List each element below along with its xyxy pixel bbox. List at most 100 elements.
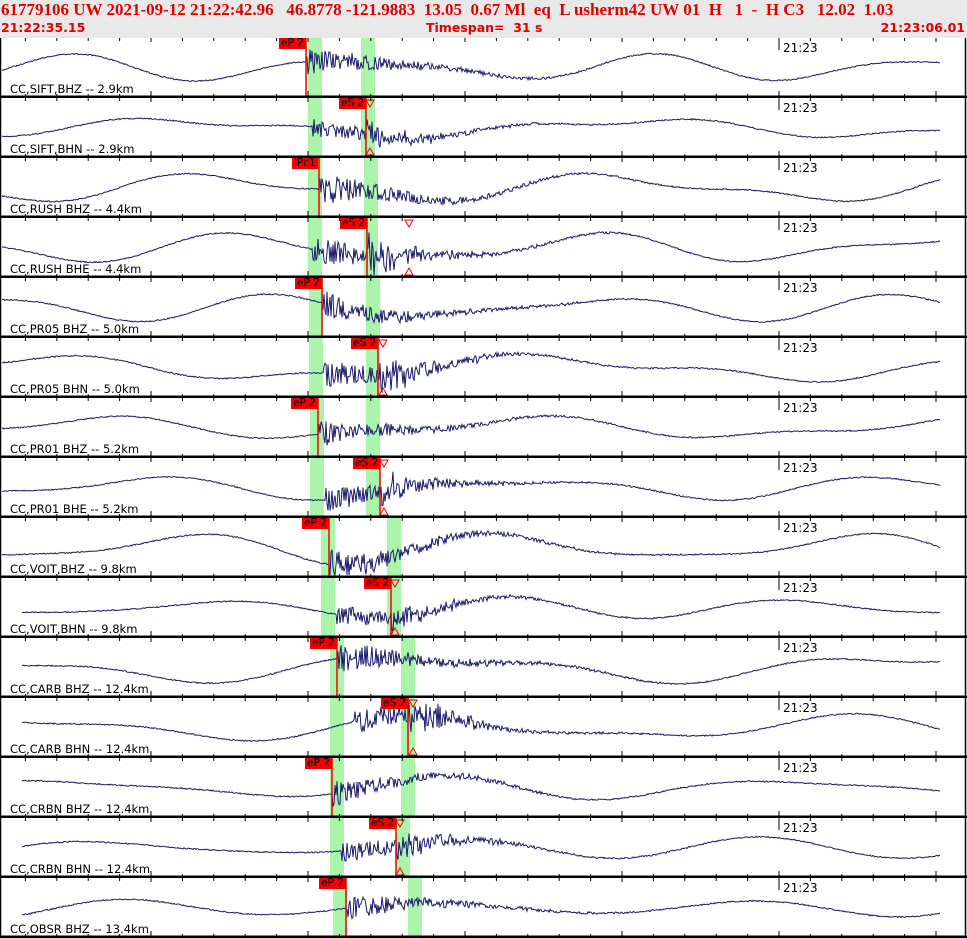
minute-time-label: 21:23: [783, 341, 818, 355]
waveform-canvas: [0, 38, 967, 98]
minute-time-label: 21:23: [783, 41, 818, 55]
minute-time-label: 21:23: [783, 701, 818, 715]
minute-time-label: 21:23: [783, 101, 818, 115]
end-time: 21:23:06.01: [880, 20, 965, 35]
waveform-trace: [1, 350, 941, 393]
minute-time-label: 21:23: [783, 581, 818, 595]
waveform-trace: [1, 291, 940, 325]
pick-window: [366, 278, 380, 338]
trace-panel[interactable]: eS 2 21:23 CC,SIFT,BHN -- 2.9km: [0, 98, 967, 158]
channel-label: CC,SIFT,BHZ -- 2.9km: [10, 82, 134, 96]
pick-label[interactable]: eS 2: [340, 217, 368, 229]
pick-window: [401, 638, 415, 698]
pick-label[interactable]: eS 2: [339, 97, 367, 109]
trace-panel[interactable]: eS 2 21:23 CC,RUSH BHE -- 4.4km: [0, 218, 967, 278]
waveform-trace: [1, 414, 941, 446]
channel-label: CC,VOIT,BHZ -- 9.8km: [10, 562, 137, 576]
trace-panel[interactable]: eP 2 21:23 CC,OBSR BHZ -- 13.4km: [0, 878, 967, 938]
channel-label: CC,VOIT,BHN -- 9.8km: [10, 622, 138, 636]
pick-window: [321, 578, 335, 638]
pick-marker-up-icon: [378, 386, 388, 396]
pick-marker-up-icon: [408, 746, 418, 756]
waveform-trace: [21, 833, 941, 862]
pick-window: [366, 338, 380, 398]
channel-label: CC,PR01 BHZ -- 5.2km: [10, 442, 140, 456]
pick-label[interactable]: eP 2: [295, 277, 322, 289]
pick-label[interactable]: eS 2: [353, 457, 381, 469]
minute-time-label: 21:23: [783, 521, 818, 535]
pick-label[interactable]: iPc1: [292, 157, 318, 169]
pick-label[interactable]: eP 2: [310, 637, 337, 649]
trace-panel[interactable]: eP 2 21:23 CC,SIFT,BHZ -- 2.9km: [0, 38, 967, 98]
pick-window: [408, 878, 422, 938]
channel-label: CC,PR05 BHN -- 5.0km: [10, 382, 140, 396]
pick-label[interactable]: eS 2: [364, 577, 392, 589]
waveform-canvas: [0, 818, 967, 878]
pick-marker-up-icon: [404, 266, 414, 276]
pick-marker-down-icon: [365, 99, 375, 109]
trace-panel[interactable]: iPc1 21:23 CC,RUSH BHZ -- 4.4km: [0, 158, 967, 218]
minute-time-label: 21:23: [783, 281, 818, 295]
trace-panel[interactable]: eS 2 21:23 CC,VOIT,BHN -- 9.8km: [0, 578, 967, 638]
waveform-canvas: [0, 158, 967, 218]
pick-marker-down-icon: [408, 699, 418, 709]
waveform-canvas: [0, 398, 967, 458]
pick-marker-up-icon: [379, 506, 389, 516]
trace-panel[interactable]: eS 2 21:23 CC,PR05 BHN -- 5.0km: [0, 338, 967, 398]
waveform-canvas: [0, 578, 967, 638]
trace-panel[interactable]: eP 2 21:23 CC,PR01 BHZ -- 5.2km: [0, 398, 967, 458]
pick-window: [310, 458, 324, 518]
waveform-trace: [21, 645, 941, 686]
minute-time-label: 21:23: [783, 401, 818, 415]
channel-label: CC,CRBN BHZ -- 12.4km: [10, 802, 150, 816]
pick-label[interactable]: eS 2: [351, 337, 379, 349]
waveform-canvas: [0, 698, 967, 758]
pick-window: [330, 818, 344, 878]
waveform-trace: [1, 230, 941, 276]
channel-label: CC,RUSH BHE -- 4.4km: [10, 262, 142, 276]
pick-label[interactable]: eP 2: [319, 877, 346, 889]
pick-label[interactable]: eS 2: [369, 817, 397, 829]
pick-marker-down-icon: [404, 219, 414, 229]
waveform-trace: [21, 895, 941, 920]
pick-marker-down-icon: [379, 459, 389, 469]
timespan-label: Timespan= 31 s: [426, 20, 543, 35]
event-summary-line: 61779106 UW 2021-09-12 21:22:42.96 46.87…: [1, 0, 894, 19]
pick-label[interactable]: eP 2: [279, 37, 306, 49]
minute-time-label: 21:23: [783, 461, 818, 475]
pick-window: [309, 338, 323, 398]
pick-marker-down-icon: [390, 579, 400, 589]
pick-marker-down-icon: [378, 339, 388, 349]
waveform-canvas: [0, 458, 967, 518]
waveform-canvas: [0, 338, 967, 398]
minute-time-label: 21:23: [783, 761, 818, 775]
pick-window: [310, 398, 324, 458]
pick-window: [309, 278, 323, 338]
waveform-trace: [1, 117, 941, 148]
seismogram-panel-stack[interactable]: eP 2 21:23 CC,SIFT,BHZ -- 2.9km eS 2 21:23 CC…: [0, 38, 967, 938]
channel-label: CC,CARB BHZ -- 12.4km: [10, 682, 149, 696]
waveform-canvas: [0, 278, 967, 338]
pick-window: [333, 878, 347, 938]
minute-time-label: 21:23: [783, 161, 818, 175]
channel-label: CC,CARB BHN -- 12.4km: [10, 742, 150, 756]
trace-panel[interactable]: eP 2 21:23 CC,CARB BHZ -- 12.4km: [0, 638, 967, 698]
channel-label: CC,CRBN BHN -- 12.4km: [10, 862, 151, 876]
trace-panel[interactable]: eS 2 21:23 CC,PR01 BHE -- 5.2km: [0, 458, 967, 518]
trace-panel[interactable]: eP 2 21:23 CC,PR05 BHZ -- 5.0km: [0, 278, 967, 338]
waveform-trace: [21, 702, 941, 743]
pick-label[interactable]: eS 2: [381, 697, 409, 709]
trace-panel[interactable]: eS 2 21:23 CC,CRBN BHN -- 12.4km: [0, 818, 967, 878]
channel-label: CC,SIFT,BHN -- 2.9km: [10, 142, 135, 156]
pick-label[interactable]: eP 2: [291, 397, 318, 409]
pick-label[interactable]: eP 2: [302, 517, 329, 529]
waveform-trace: [22, 593, 941, 632]
pick-window: [396, 818, 410, 878]
waveform-canvas: [0, 638, 967, 698]
trace-panel[interactable]: eS 2 21:23 CC,CARB BHN -- 12.4km: [0, 698, 967, 758]
pick-window: [361, 38, 375, 98]
trace-panel[interactable]: eP 2 21:23 CC,VOIT,BHZ -- 9.8km: [0, 518, 967, 578]
pick-label[interactable]: eP 2: [305, 757, 332, 769]
start-time: 21:22:35.15: [1, 20, 86, 35]
trace-panel[interactable]: eP 2 21:23 CC,CRBN BHZ -- 12.4km: [0, 758, 967, 818]
